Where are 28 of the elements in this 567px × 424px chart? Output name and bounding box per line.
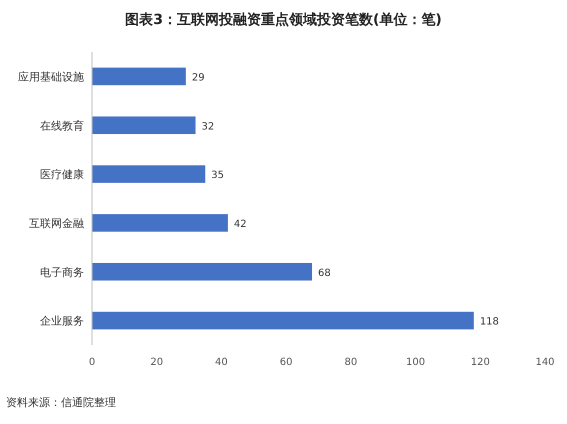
bar [92,116,196,134]
x-tick-label: 120 [470,357,490,368]
data-label: 42 [234,218,247,230]
bar [92,165,206,183]
x-tick-label: 80 [344,357,358,368]
data-label: 35 [211,170,224,182]
bar [92,262,312,281]
data-label: 32 [202,121,214,132]
x-tick-label: 40 [215,357,228,368]
x-tick-label: 60 [280,357,293,368]
data-label: 29 [192,72,205,84]
y-tick-label: 企业服务 [40,314,84,328]
y-tick-label: 在线教育 [40,119,84,132]
y-tick-label: 电子商务 [40,266,84,279]
y-tick-label: 互联网金融 [29,216,84,230]
text: 资料来源：信通院整理 [6,396,116,409]
bar [92,68,186,86]
x-tick-label: 100 [406,357,426,368]
data-label: 118 [480,316,499,328]
bar [92,214,228,232]
y-tick-label: 应用基础设施 [18,70,84,84]
data-label: 68 [318,268,331,279]
x-tick-label: 140 [535,357,555,368]
bar [92,312,474,330]
y-tick-label: 医疗健康 [40,168,84,182]
chart-title: 图表3：互联网投融资重点领域投资笔数(单位：笔) [125,12,442,28]
x-tick-label: 20 [150,357,164,368]
x-tick-label: 0 [88,357,96,368]
